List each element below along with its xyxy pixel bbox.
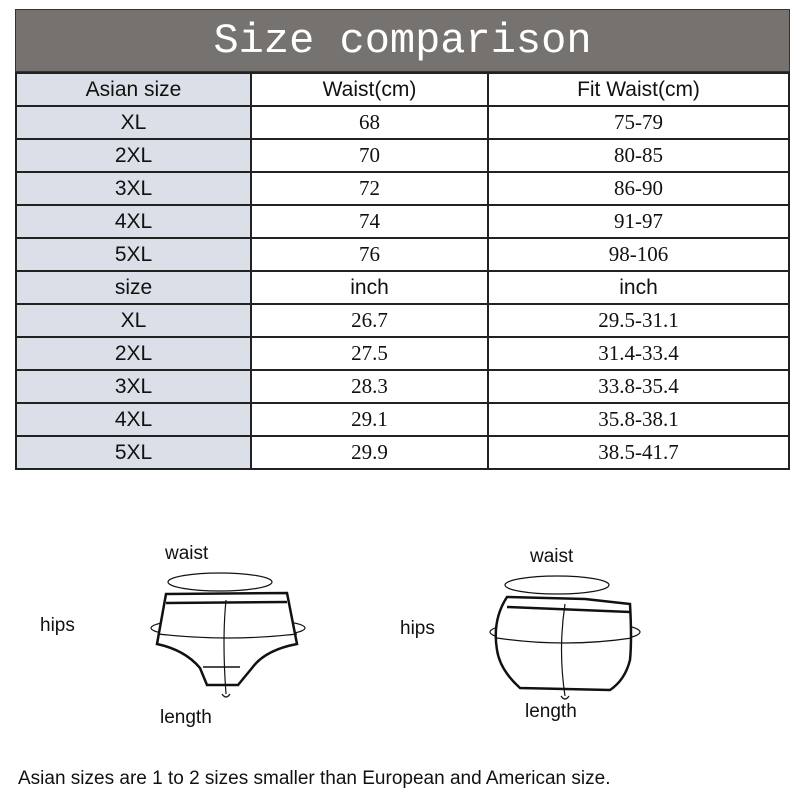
waist-cell: 29.1 — [250, 402, 489, 437]
brief-length-label: length — [160, 707, 212, 728]
size-cell: size — [15, 270, 252, 305]
size-cell: 5XL — [15, 237, 252, 272]
size-cell: XL — [15, 303, 252, 338]
fit-waist-cell: 31.4-33.4 — [487, 336, 790, 371]
size-cell: Asian size — [15, 72, 252, 107]
fit-waist-cell: 29.5-31.1 — [487, 303, 790, 338]
fit-waist-cell: 86-90 — [487, 171, 790, 206]
table-row: 5XL 29.9 38.5-41.7 — [15, 435, 790, 470]
table-row: 3XL 28.3 33.8-35.4 — [15, 369, 790, 404]
size-cell: 4XL — [15, 204, 252, 239]
fit-waist-cell: 91-97 — [487, 204, 790, 239]
size-table: Asian size Waist(cm) Fit Waist(cm) XL 68 75-7… — [15, 72, 790, 470]
table-row: 2XL 70 80-85 — [15, 138, 790, 173]
waist-cell: 29.9 — [250, 435, 489, 470]
waist-cell: inch — [250, 270, 489, 305]
size-cell: 3XL — [15, 171, 252, 206]
table-row: XL 26.7 29.5-31.1 — [15, 303, 790, 338]
waist-cell: 76 — [250, 237, 489, 272]
size-note: Asian sizes are 1 to 2 sizes smaller tha… — [18, 768, 611, 789]
brief-hips-label: hips — [40, 615, 75, 636]
brief-waist-label: waist — [165, 543, 209, 564]
fit-waist-cell: 33.8-35.4 — [487, 369, 790, 404]
fit-waist-cell: 38.5-41.7 — [487, 435, 790, 470]
fit-waist-cell: inch — [487, 270, 790, 305]
fit-waist-cell: 80-85 — [487, 138, 790, 173]
table-row: XL 68 75-79 — [15, 105, 790, 140]
waist-cell: 68 — [250, 105, 489, 140]
boxer-hips-label: hips — [400, 618, 435, 639]
table-header-row: Asian size Waist(cm) Fit Waist(cm) — [15, 72, 790, 107]
fit-waist-cell: 75-79 — [487, 105, 790, 140]
waist-cell: Waist(cm) — [250, 72, 489, 107]
table-row: 2XL 27.5 31.4-33.4 — [15, 336, 790, 371]
size-cell: XL — [15, 105, 252, 140]
fit-waist-cell: Fit Waist(cm) — [487, 72, 790, 107]
boxer-diagram — [489, 575, 641, 700]
table-row: 5XL 76 98-106 — [15, 237, 790, 272]
size-cell: 2XL — [15, 336, 252, 371]
boxer-waist-label: waist — [530, 546, 574, 567]
size-cell: 4XL — [15, 402, 252, 437]
inch-header-row: size inch inch — [15, 270, 790, 305]
table-row: 3XL 72 86-90 — [15, 171, 790, 206]
waist-cell: 72 — [250, 171, 489, 206]
brief-diagram — [150, 572, 306, 698]
table-row: 4XL 29.1 35.8-38.1 — [15, 402, 790, 437]
waist-cell: 74 — [250, 204, 489, 239]
waist-cell: 27.5 — [250, 336, 489, 371]
waist-cell: 28.3 — [250, 369, 489, 404]
size-cell: 5XL — [15, 435, 252, 470]
table-row: 4XL 74 91-97 — [15, 204, 790, 239]
fit-waist-cell: 98-106 — [487, 237, 790, 272]
fit-waist-cell: 35.8-38.1 — [487, 402, 790, 437]
waist-cell: 26.7 — [250, 303, 489, 338]
chart-title: Size comparison — [15, 9, 790, 72]
size-cell: 2XL — [15, 138, 252, 173]
boxer-length-label: length — [525, 701, 577, 722]
waist-cell: 70 — [250, 138, 489, 173]
size-cell: 3XL — [15, 369, 252, 404]
